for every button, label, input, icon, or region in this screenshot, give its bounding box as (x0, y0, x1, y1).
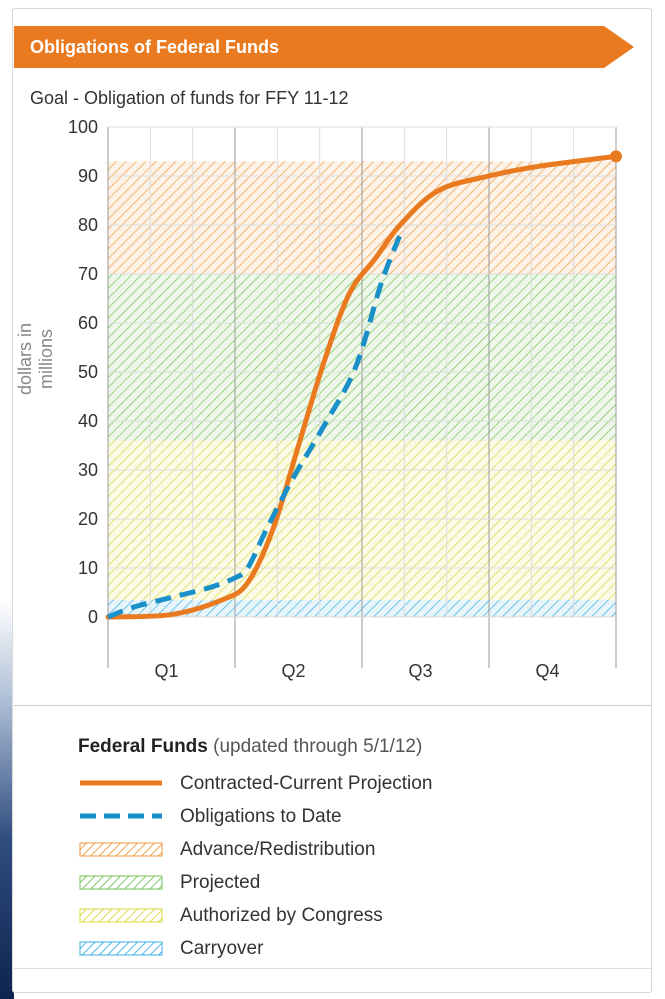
legend-label: Obligations to Date (180, 806, 342, 827)
y-tick-label: 40 (78, 411, 98, 431)
legend-item: Obligations to Date (78, 801, 598, 831)
y-tick-label: 90 (78, 166, 98, 186)
legend-item: Advance/Redistribution (78, 834, 598, 864)
y-tick-label: 0 (88, 607, 98, 627)
legend-swatch (79, 941, 163, 956)
legend-label: Projected (180, 872, 261, 893)
y-tick-label: 10 (78, 558, 98, 578)
x-tick-label: Q4 (535, 661, 559, 681)
legend-label: Advance/Redistribution (180, 839, 376, 860)
legend-label: Authorized by Congress (180, 905, 383, 926)
y-tick-label: 60 (78, 313, 98, 333)
y-tick-label: 20 (78, 509, 98, 529)
legend-item: Authorized by Congress (78, 900, 598, 930)
series-contracted-current-projection (105, 153, 619, 620)
page-edge-decoration (0, 600, 14, 999)
y-tick-label: 70 (78, 264, 98, 284)
series-endpoint-marker (610, 150, 622, 163)
chart-title: Goal - Obligation of funds for FFY 11-12 (30, 88, 349, 108)
panel-title: Obligations of Federal Funds (30, 37, 280, 57)
legend-divider (14, 705, 651, 706)
legend-swatch (80, 813, 162, 819)
chart-plot: 0 10 20 30 40 50 60 70 80 90 100 Q1 Q2 Q3 Q4 (68, 117, 622, 681)
y-tick-label: 80 (78, 215, 98, 235)
legend-item: Carryover (78, 933, 598, 963)
x-tick-label: Q1 (154, 661, 178, 681)
panel-header: Obligations of Federal Funds (14, 26, 604, 68)
legend-swatch (79, 875, 163, 890)
x-tick-label: Q3 (408, 661, 432, 681)
legend-title: Federal Funds (updated through 5/1/12) (78, 736, 422, 758)
legend-item: Projected (78, 867, 598, 897)
y-tick-label: 100 (68, 117, 98, 137)
header-arrow-icon (604, 26, 634, 68)
legend-label: Contracted-Current Projection (180, 773, 433, 794)
legend-item: Contracted-Current Projection (78, 768, 598, 798)
y-tick-label: 30 (78, 460, 98, 480)
legend-title-note: (updated through 5/1/12) (213, 736, 423, 757)
card-footer-divider (14, 968, 651, 969)
series-obligations-to-date (107, 233, 403, 620)
legend-swatch (79, 842, 163, 857)
legend-swatch (80, 780, 162, 786)
x-tick-label: Q2 (281, 661, 305, 681)
legend-label: Carryover (180, 938, 264, 959)
legend-swatch (79, 908, 163, 923)
y-tick-label: 50 (78, 362, 98, 382)
legend-title-main: Federal Funds (78, 736, 208, 757)
